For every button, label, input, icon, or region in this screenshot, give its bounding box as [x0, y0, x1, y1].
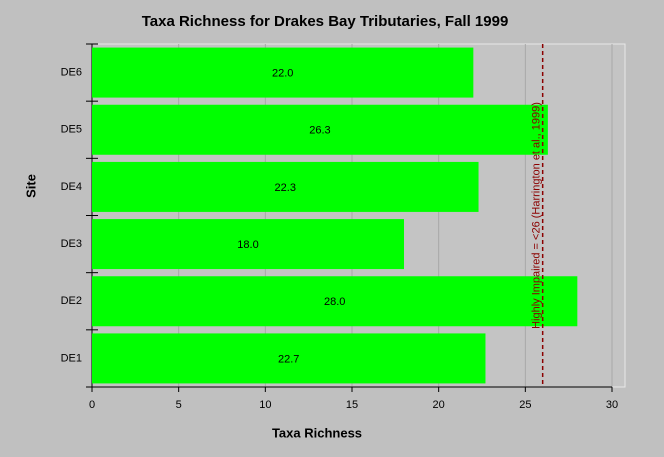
y-tick-label: DE3 — [61, 238, 82, 250]
y-axis-title: Site — [23, 174, 38, 198]
bar — [92, 219, 404, 270]
x-tick-label: 15 — [346, 399, 358, 411]
x-axis-title: Taxa Richness — [272, 425, 362, 440]
bar — [92, 333, 486, 384]
chart-title: Taxa Richness for Drakes Bay Tributaries… — [142, 13, 509, 30]
bar — [92, 276, 578, 327]
bar — [92, 161, 479, 212]
value-label: 28.0 — [324, 296, 345, 308]
value-label: 26.3 — [309, 125, 330, 137]
bar — [92, 47, 474, 98]
x-tick-label: 5 — [176, 399, 182, 411]
reference-label: Highly Impaired = <26 (Harrington et al.… — [531, 102, 543, 329]
x-tick-label: 30 — [606, 399, 618, 411]
value-label: 22.7 — [278, 353, 299, 365]
y-tick-label: DE2 — [61, 295, 82, 307]
bar — [92, 104, 548, 155]
y-tick-label: DE6 — [61, 66, 82, 78]
value-label: 22.0 — [272, 67, 293, 79]
y-tick-label: DE1 — [61, 352, 82, 364]
value-label: 22.3 — [275, 182, 296, 194]
plot-area — [91, 43, 626, 388]
x-tick-label: 20 — [433, 399, 445, 411]
y-tick-label: DE5 — [61, 124, 82, 136]
x-tick-label: 10 — [259, 399, 271, 411]
value-label: 18.0 — [237, 239, 258, 251]
x-tick-label: 0 — [89, 399, 95, 411]
x-tick-label: 25 — [519, 399, 531, 411]
y-tick-label: DE4 — [61, 181, 82, 193]
